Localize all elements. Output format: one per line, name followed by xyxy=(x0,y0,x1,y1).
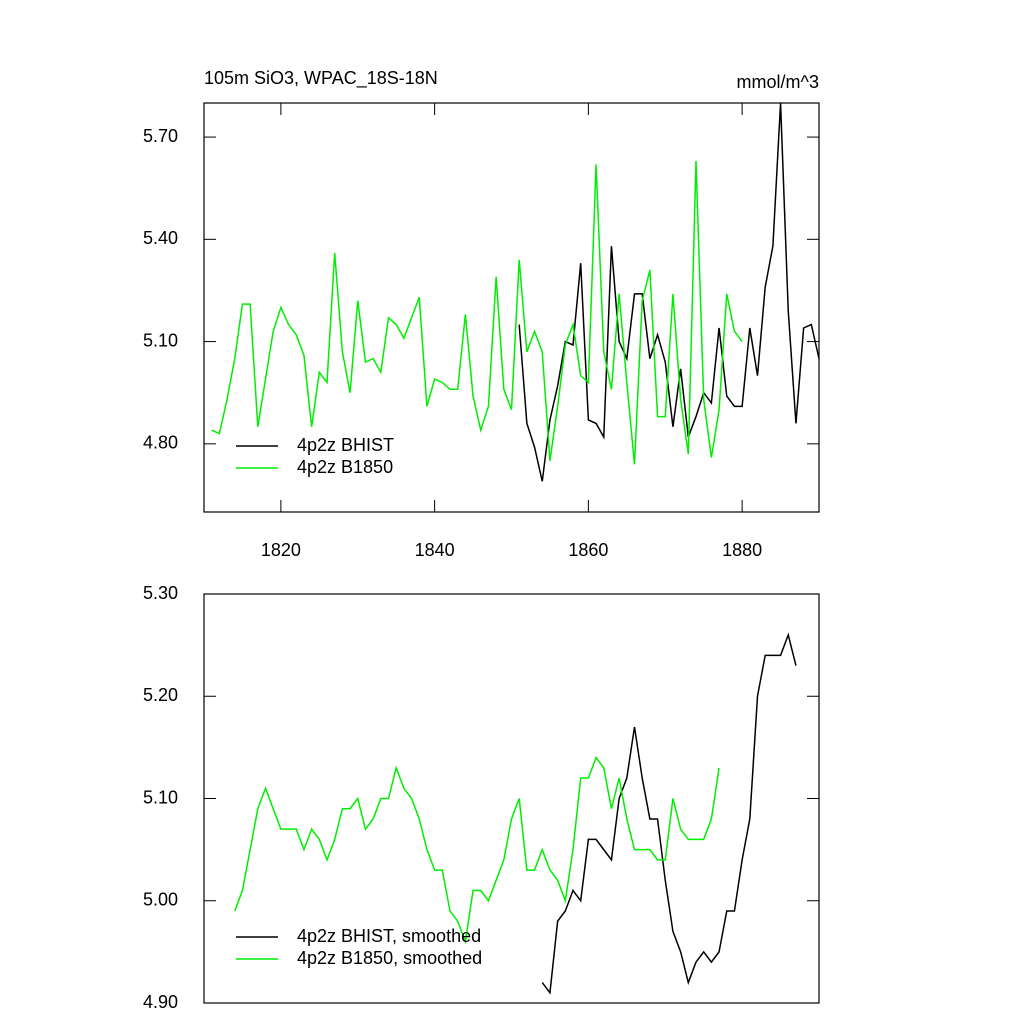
y-tick-label: 5.00 xyxy=(143,890,178,910)
y-tick-label: 5.40 xyxy=(143,228,178,248)
data-line xyxy=(234,756,720,945)
units-label: mmol/m^3 xyxy=(737,72,819,92)
legend-label: 4p2z BHIST, smoothed xyxy=(297,926,481,946)
x-tick-label: 1880 xyxy=(722,540,762,560)
x-tick-label: 1820 xyxy=(261,540,301,560)
plot-frame xyxy=(203,102,820,513)
legend-label: 4p2z B1850, smoothed xyxy=(297,948,482,968)
data-line xyxy=(518,102,820,482)
legend-label: 4p2z BHIST xyxy=(297,435,394,455)
legend-label: 4p2z B1850 xyxy=(297,457,393,477)
y-tick-label: 4.80 xyxy=(143,433,178,453)
chart-title: 105m SiO3, WPAC_18S-18N xyxy=(204,68,438,89)
y-tick-label: 5.30 xyxy=(143,583,178,603)
x-tick-label: 1860 xyxy=(568,540,608,560)
y-tick-label: 5.10 xyxy=(143,787,178,807)
y-tick-label: 4.90 xyxy=(143,992,178,1012)
data-line xyxy=(211,160,743,465)
y-tick-label: 5.70 xyxy=(143,126,178,146)
y-tick-label: 5.10 xyxy=(143,330,178,350)
data-line xyxy=(541,632,797,995)
x-tick-label: 1840 xyxy=(415,540,455,560)
y-tick-label: 5.20 xyxy=(143,685,178,705)
